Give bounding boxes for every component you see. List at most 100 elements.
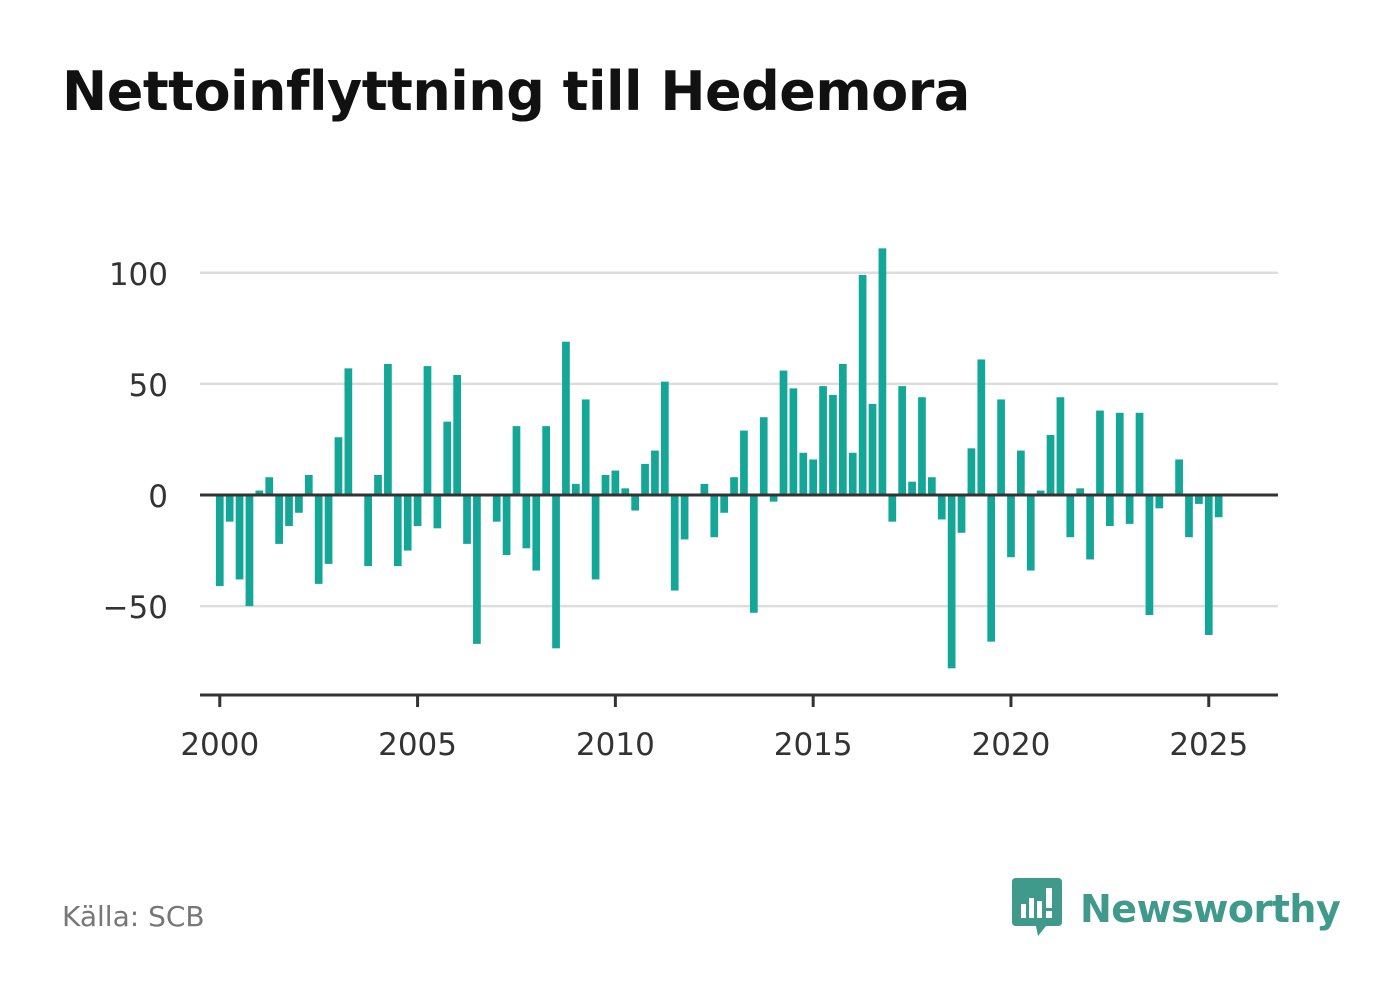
bar — [720, 495, 729, 513]
bar — [1175, 459, 1183, 495]
bar — [1145, 495, 1154, 615]
bar — [463, 495, 471, 544]
bar — [660, 381, 669, 495]
bar — [868, 403, 877, 495]
bar — [1195, 495, 1203, 504]
bar — [621, 488, 630, 495]
bar — [918, 397, 926, 495]
x-tick-label: 2020 — [972, 727, 1051, 763]
bar — [1076, 488, 1085, 495]
bar — [1204, 495, 1213, 635]
bar — [502, 495, 511, 555]
bar — [344, 368, 353, 495]
bar — [740, 430, 748, 495]
y-tick-label: 50 — [129, 368, 168, 404]
bar — [1036, 490, 1045, 495]
bar — [571, 483, 580, 495]
bar — [789, 388, 798, 495]
x-tick-label: 2005 — [378, 727, 457, 763]
bars — [215, 248, 1223, 669]
bar — [799, 452, 808, 495]
bar — [324, 495, 333, 564]
bar — [947, 495, 956, 669]
bar — [304, 475, 313, 495]
bar — [393, 495, 402, 567]
bar — [779, 370, 788, 495]
bar — [492, 495, 501, 522]
bar — [473, 495, 481, 644]
bar — [552, 495, 560, 649]
bar — [255, 490, 264, 495]
bar — [245, 495, 254, 607]
bar — [838, 363, 847, 495]
axes — [200, 493, 1278, 707]
bar — [1214, 495, 1223, 518]
source-note: Källa: SCB — [62, 900, 205, 933]
bar — [295, 495, 303, 513]
bar — [730, 477, 738, 495]
bar — [908, 481, 916, 495]
bar — [403, 495, 412, 551]
bar — [562, 341, 570, 495]
bar — [314, 495, 323, 584]
bar — [364, 495, 372, 567]
bar — [1066, 495, 1075, 538]
gridlines — [200, 271, 1278, 608]
bar — [927, 477, 936, 495]
bar — [384, 363, 392, 495]
bar — [1096, 410, 1104, 495]
bar — [591, 495, 600, 580]
bar — [977, 359, 986, 495]
x-tick-label: 2000 — [180, 727, 259, 763]
bar — [235, 495, 244, 580]
bar — [987, 495, 996, 642]
bar — [749, 495, 758, 613]
bar — [1017, 450, 1025, 495]
bar — [423, 366, 432, 495]
bar — [700, 483, 709, 495]
bar — [937, 495, 946, 520]
bar — [769, 495, 778, 502]
bar — [285, 495, 293, 527]
newsworthy-logo-icon — [1012, 878, 1062, 936]
bar — [997, 399, 1005, 495]
brand-name: Newsworthy — [1080, 887, 1341, 931]
bar — [334, 437, 343, 495]
bar — [611, 470, 620, 495]
bar — [1155, 495, 1164, 509]
bar — [858, 275, 867, 495]
bar — [967, 448, 976, 495]
x-tick-label: 2025 — [1169, 727, 1248, 763]
bar — [1115, 412, 1124, 495]
bar — [1135, 412, 1144, 495]
bar — [957, 495, 966, 533]
bar — [215, 495, 224, 587]
bar — [809, 459, 818, 495]
bar — [1007, 495, 1015, 558]
bar — [512, 426, 521, 495]
bar — [710, 495, 719, 538]
bar — [848, 452, 857, 495]
bar — [453, 375, 461, 495]
tick-labels: −50 0 50 100 2000 2005 2010 2015 2020 2025 — [103, 257, 1249, 763]
bar — [1026, 495, 1035, 571]
bar — [542, 426, 551, 495]
x-tick-label: 2015 — [774, 727, 853, 763]
chart-title: Nettoinflyttning till Hedemora — [62, 60, 970, 123]
bar — [522, 495, 531, 549]
bar — [225, 495, 234, 522]
x-tick-label: 2010 — [576, 727, 655, 763]
y-tick-label: 100 — [109, 257, 168, 293]
bar — [680, 495, 689, 540]
bar — [1106, 495, 1114, 527]
bar — [898, 386, 907, 495]
bar — [443, 421, 452, 495]
bar — [759, 417, 768, 495]
bar — [651, 450, 659, 495]
bar — [1056, 397, 1065, 495]
bar — [413, 495, 422, 527]
bar — [641, 463, 649, 495]
brand-logo: Newsworthy — [1012, 878, 1341, 940]
bar — [1086, 495, 1094, 560]
